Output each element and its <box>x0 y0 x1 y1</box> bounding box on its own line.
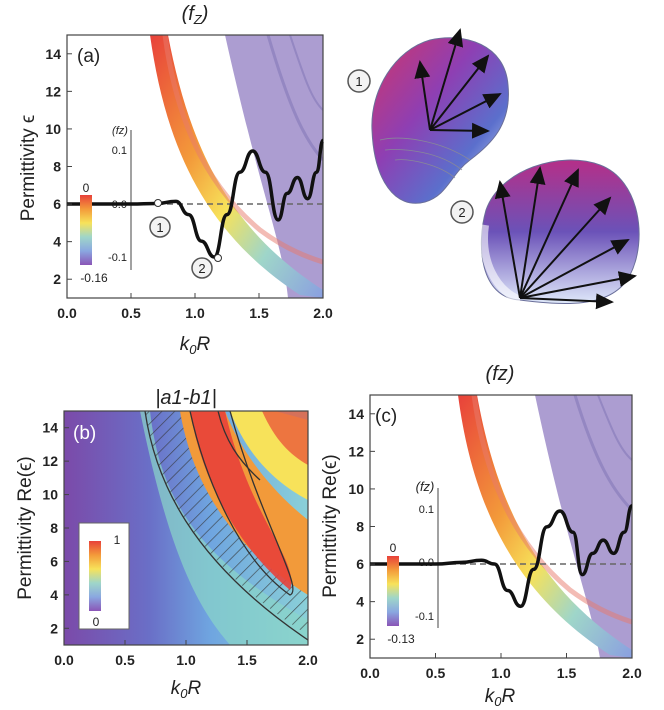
panel-a-heatmap <box>67 35 323 298</box>
y-tick-label: 12 <box>42 453 58 469</box>
panel-b-title: |a1-b1| <box>155 387 217 409</box>
x-tick-label: 1.5 <box>557 665 577 681</box>
panel-label: (a) <box>77 46 100 67</box>
panel-label: (c) <box>375 406 397 427</box>
y-tick-label: 10 <box>42 487 58 503</box>
colorbar-box <box>79 523 129 629</box>
colorbar-top: 1 <box>114 533 121 547</box>
panel-b: |a1-b1| 1 0 (b) Permittivity Re(ϵ) k0R 0… <box>15 387 318 701</box>
panel-a-title: (fZ) <box>182 3 209 27</box>
colorbar-top: 0 <box>390 541 397 555</box>
y-tick-label: 10 <box>348 481 364 497</box>
y-tick-label: 12 <box>348 443 364 459</box>
radiation-shape-2: 2 <box>451 160 639 304</box>
x-tick-label: 0.5 <box>426 665 446 681</box>
panel-a: (fZ) (fz) 0.1 -0.0 -0.1 1 2 <box>18 3 333 357</box>
inset-label: (fz) <box>416 479 435 494</box>
inset-tick: 0.1 <box>419 504 434 516</box>
x-tick-label: 0.5 <box>115 652 135 668</box>
x-tick-label: 2.0 <box>313 305 333 321</box>
x-axis-label: k0R <box>180 334 211 357</box>
y-tick-label: 14 <box>42 420 58 436</box>
colorbar-bottom: -0.13 <box>387 632 415 646</box>
x-tick-label: 0.5 <box>121 305 141 321</box>
y-tick-label: 6 <box>53 196 61 212</box>
colorbar-top: 0 <box>83 181 90 195</box>
panel-c-title: (fz) <box>486 363 515 385</box>
y-tick-label: 4 <box>53 234 61 250</box>
y-axis-label: Permittivity Re(ϵ) <box>320 454 341 598</box>
inset-tick: 0.1 <box>112 145 127 157</box>
y-tick-label: 6 <box>50 553 58 569</box>
marker-1: 1 <box>150 217 170 237</box>
x-tick-label: 1.0 <box>176 652 196 668</box>
colorbar-bottom: 0 <box>93 615 100 629</box>
panel-c-heatmap <box>370 395 632 658</box>
y-tick-label: 8 <box>356 519 364 535</box>
colorbar <box>387 556 399 626</box>
y-tick-label: 8 <box>53 159 61 175</box>
x-tick-label: 1.0 <box>185 305 205 321</box>
inset-label: (fz) <box>112 125 128 137</box>
panel-label: (b) <box>73 423 96 444</box>
marker-point <box>215 255 222 262</box>
x-tick-label: 1.0 <box>491 665 511 681</box>
colorbar <box>80 195 92 265</box>
x-axis-label: k0R <box>171 678 202 701</box>
x-tick-label: 2.0 <box>622 665 642 681</box>
y-tick-label: 14 <box>45 46 61 62</box>
svg-text:2: 2 <box>198 261 205 276</box>
x-tick-label: 0.0 <box>54 652 74 668</box>
colorbar-bottom: -0.16 <box>80 271 108 285</box>
y-tick-label: 6 <box>356 556 364 572</box>
x-tick-label: 0.0 <box>57 305 77 321</box>
svg-text:1: 1 <box>156 220 163 235</box>
x-tick-label: 2.0 <box>298 652 318 668</box>
y-tick-label: 12 <box>45 83 61 99</box>
y-axis-label: Permittivity Re(ϵ) <box>15 456 36 600</box>
y-tick-label: 2 <box>53 271 61 287</box>
marker-point <box>155 200 162 207</box>
x-axis-label: k0R <box>485 686 516 709</box>
marker-2: 2 <box>192 258 212 278</box>
x-tick-label: 0.0 <box>360 665 380 681</box>
shape-label-1: 1 <box>355 74 362 89</box>
inset-tick: -0.1 <box>108 252 127 264</box>
radiation-shape-1: 1 <box>348 30 508 203</box>
shape-label-2: 2 <box>458 205 465 220</box>
y-tick-label: 4 <box>356 594 364 610</box>
inset-tick: -0.1 <box>415 611 434 623</box>
panel-c: (fz) (fz) 0.1 0.0 -0.1 0 -0.13 (c) Permi… <box>320 363 642 709</box>
y-tick-label: 8 <box>50 520 58 536</box>
y-tick-label: 10 <box>45 121 61 137</box>
colorbar <box>89 541 101 611</box>
x-tick-label: 1.5 <box>249 305 269 321</box>
x-tick-label: 1.5 <box>237 652 257 668</box>
y-tick-label: 2 <box>50 620 58 636</box>
y-tick-label: 4 <box>50 587 58 603</box>
y-tick-label: 14 <box>348 406 364 422</box>
y-axis-label: Permittivity ϵ <box>18 115 39 222</box>
y-tick-label: 2 <box>356 631 364 647</box>
